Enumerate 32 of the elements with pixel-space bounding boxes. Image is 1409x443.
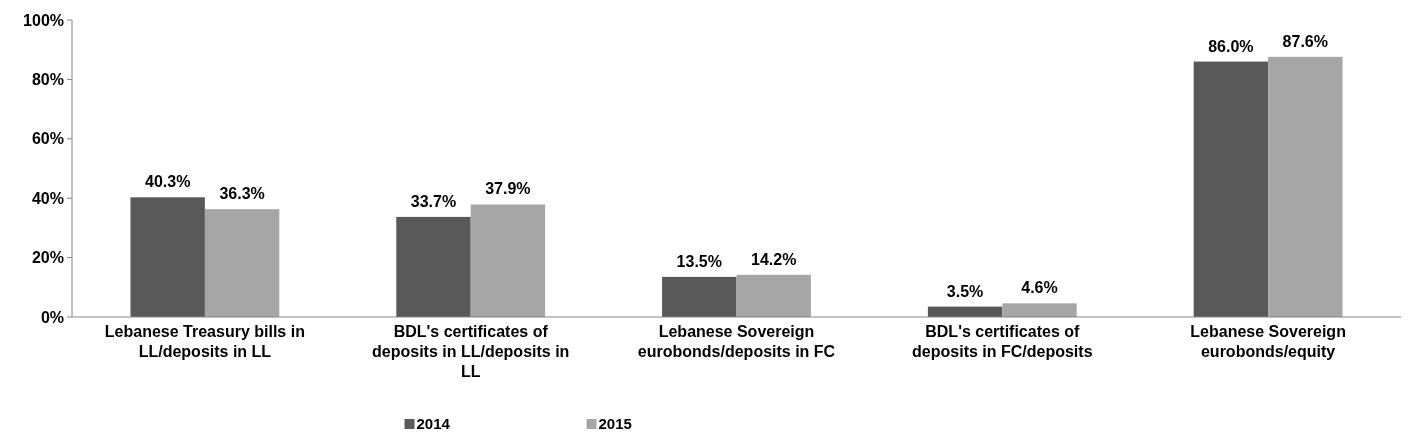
bar <box>736 274 811 317</box>
bar <box>662 276 737 317</box>
bar <box>1193 61 1269 317</box>
data-label: 36.3% <box>219 185 265 203</box>
x-tick-label: Lebanese Sovereign eurobonds/equity <box>1190 323 1346 360</box>
data-label: 37.9% <box>485 180 531 198</box>
bar <box>1002 303 1077 317</box>
y-tick-label: 0% <box>40 308 64 326</box>
data-label: 40.3% <box>145 173 191 191</box>
data-label: 33.7% <box>410 192 457 210</box>
bar <box>396 216 471 317</box>
data-label: 86.0% <box>1208 37 1254 55</box>
bar <box>130 197 205 317</box>
data-label: 14.2% <box>751 250 797 268</box>
y-tick-label: 60% <box>31 130 64 148</box>
y-tick-label: 80% <box>31 71 64 88</box>
bar <box>204 209 280 317</box>
legend-label: 2015 <box>598 415 632 432</box>
y-tick-label: 40% <box>31 189 64 207</box>
data-label: 87.6% <box>1282 32 1328 50</box>
data-label: 4.6% <box>1021 279 1058 297</box>
y-tick-label: 100% <box>23 11 64 29</box>
data-label: 3.5% <box>946 282 984 300</box>
data-label: 13.5% <box>676 252 722 270</box>
bar <box>470 204 546 317</box>
x-tick-label: BDL's certificates of deposits in FC/deposits <box>912 323 1093 360</box>
y-tick-label: 20% <box>31 249 64 267</box>
x-tick-label: BDL's certificates of deposits in LL/deposits in LL <box>372 323 570 380</box>
x-tick-label: Lebanese Sovereign eurobonds/deposits in FC <box>637 323 836 360</box>
x-tick-label: Lebanese Treasury bills in LL/deposits in LL <box>104 323 305 360</box>
bar <box>1268 56 1343 317</box>
legend-label: 2014 <box>416 415 451 432</box>
